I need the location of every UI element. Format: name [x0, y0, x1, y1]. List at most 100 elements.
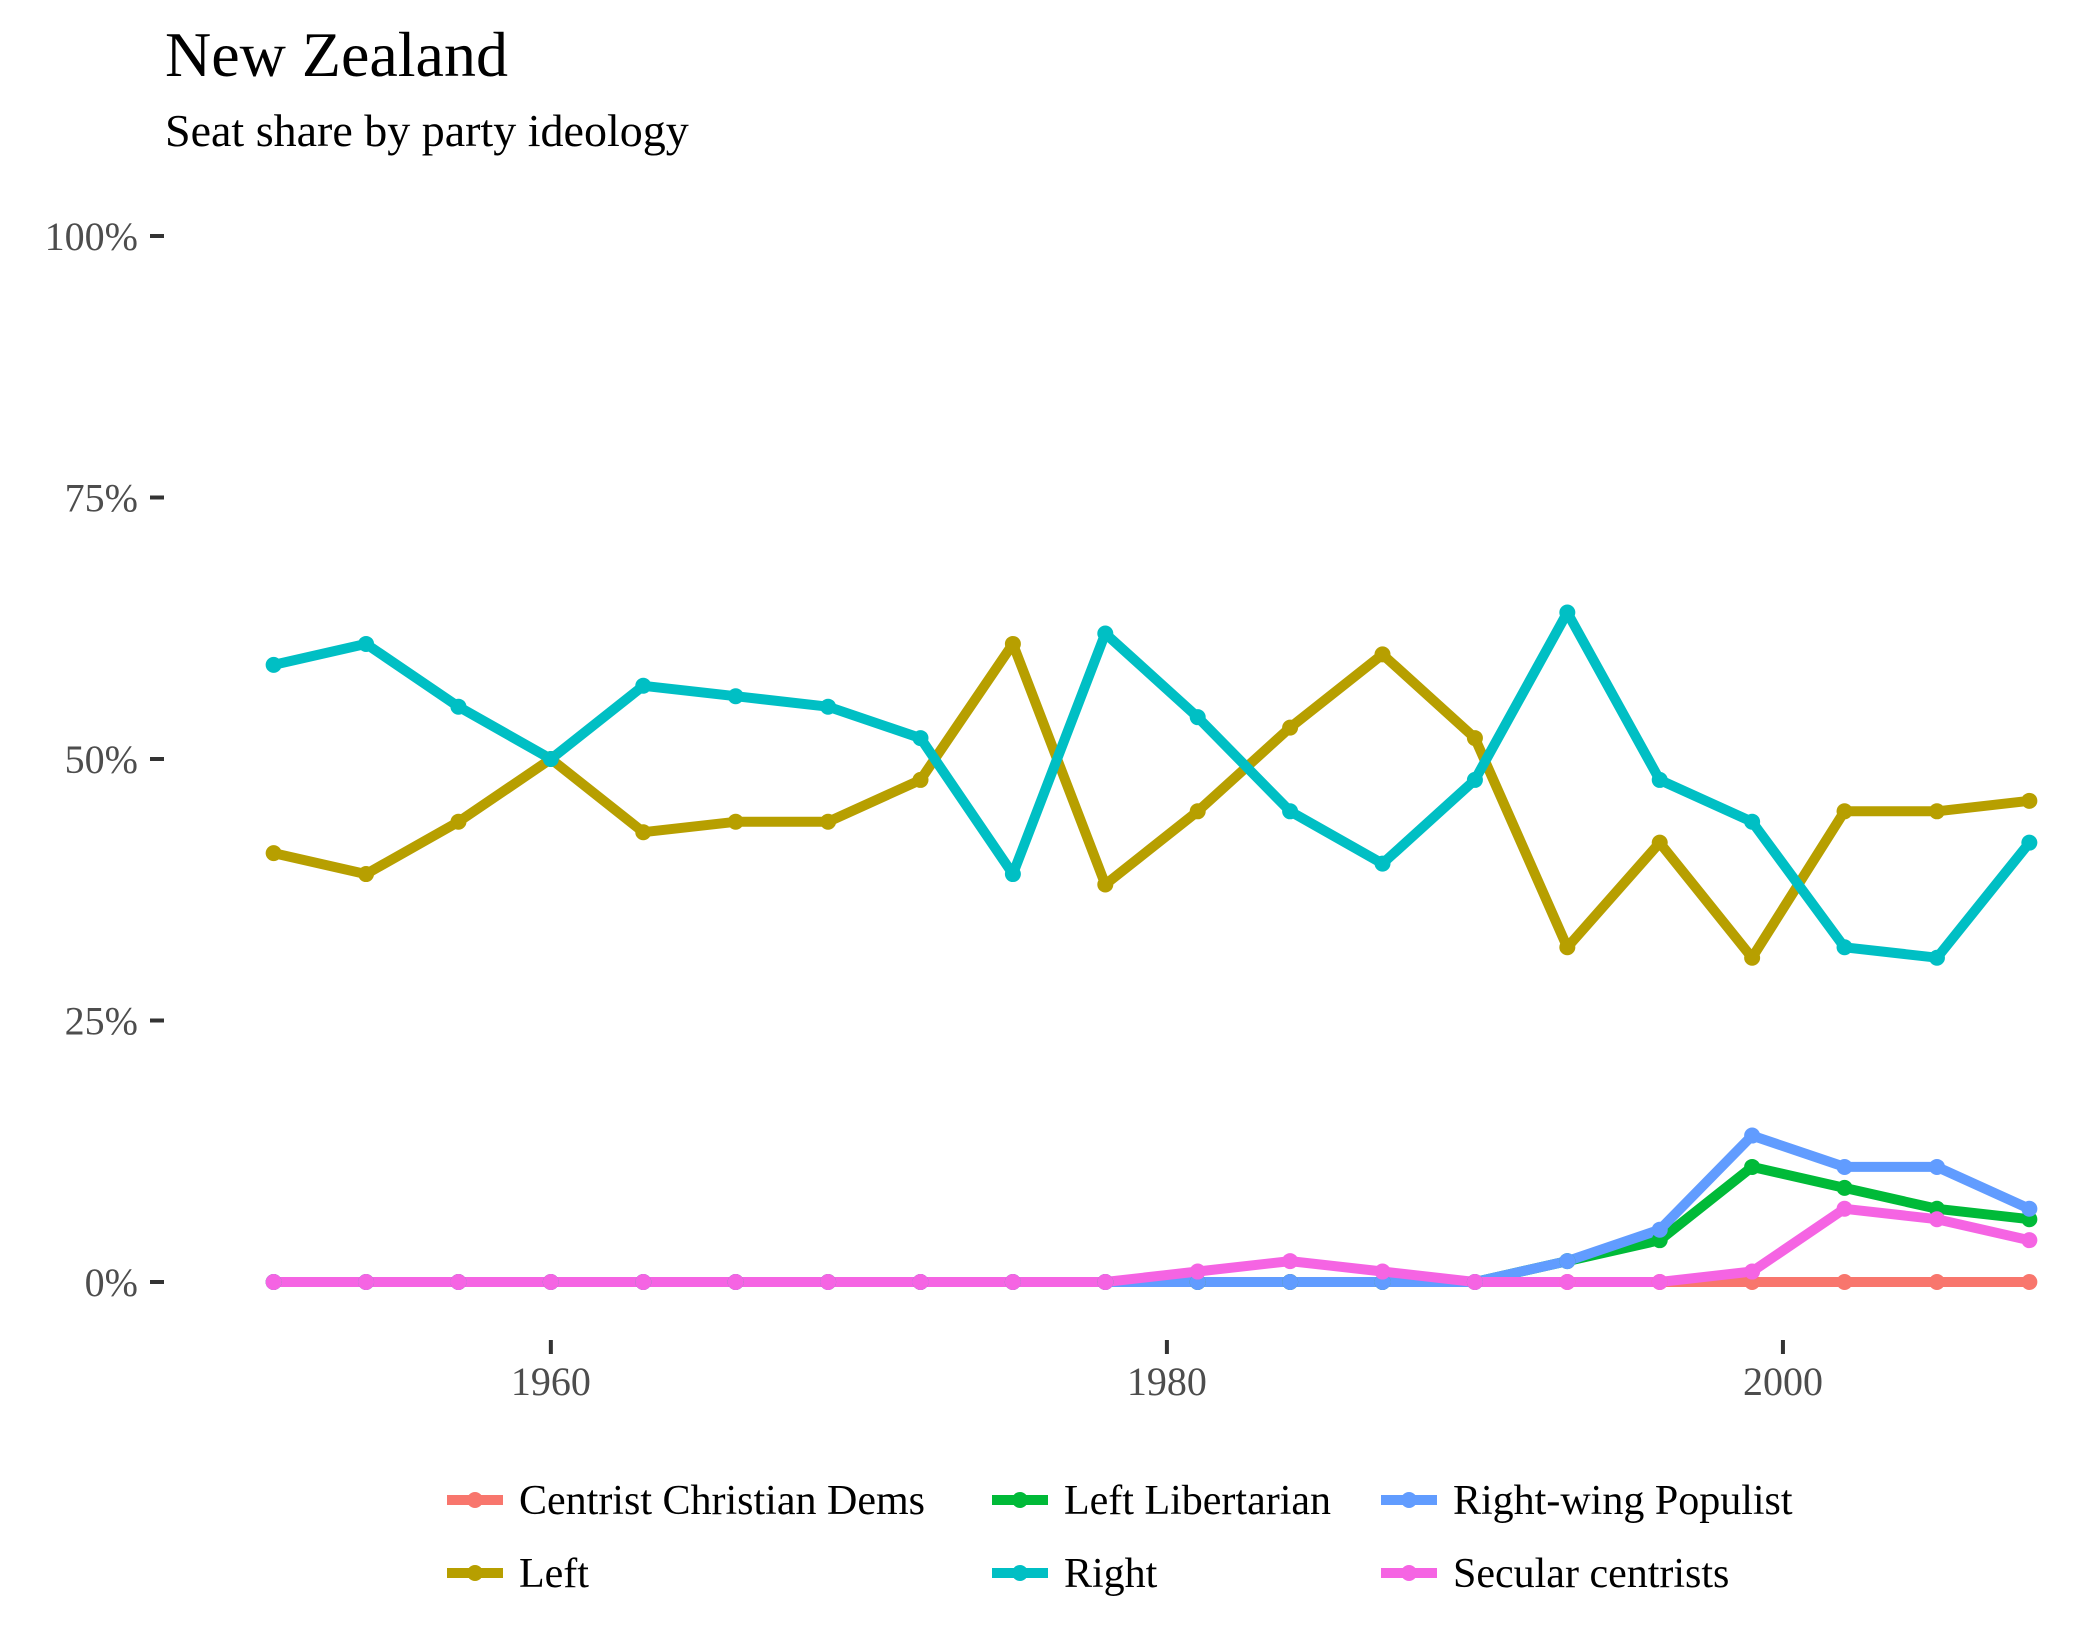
y-tick-label: 0% — [85, 1260, 138, 1305]
y-axis: 0% 25% 50% 75% 100% — [45, 214, 164, 1305]
data-point — [1004, 635, 1021, 652]
data-point — [912, 1274, 929, 1290]
data-point — [1836, 1274, 1853, 1290]
data-point — [1651, 771, 1668, 788]
data-point — [1651, 834, 1668, 851]
legend-item-left: Left — [447, 1551, 589, 1597]
data-point — [727, 688, 744, 705]
data-point — [820, 813, 837, 830]
data-point — [1744, 1158, 1761, 1175]
data-point — [1559, 1274, 1576, 1290]
data-point — [727, 813, 744, 830]
x-tick-label: 1980 — [1127, 1359, 1207, 1404]
legend-label: Left — [519, 1551, 589, 1597]
data-point — [1374, 646, 1391, 663]
data-point — [1836, 803, 1853, 820]
data-point — [542, 751, 559, 767]
legend-item-centrist-christian-dems: Centrist Christian Dems — [447, 1478, 925, 1524]
plot-series-lines — [268, 607, 2035, 1287]
data-point — [1559, 604, 1576, 621]
series-points-secular-centrists — [265, 1200, 2038, 1290]
legend-item-secular-centrists: Secular centrists — [1381, 1551, 1729, 1597]
data-point — [1466, 1274, 1483, 1290]
data-point — [1651, 1221, 1668, 1238]
data-point — [1004, 1274, 1021, 1290]
data-point — [635, 677, 652, 694]
data-point — [635, 1274, 652, 1290]
data-point — [265, 1274, 282, 1290]
data-point — [1559, 939, 1576, 956]
chart-subtitle: Seat share by party ideology — [165, 105, 689, 156]
data-point — [820, 698, 837, 715]
data-point — [265, 845, 282, 862]
legend-item-right: Right — [992, 1551, 1158, 1597]
data-point — [1651, 1274, 1668, 1290]
x-tick-label: 2000 — [1743, 1359, 1823, 1404]
data-point — [820, 1274, 837, 1290]
legend-item-right-wing-populist: Right-wing Populist — [1381, 1478, 1793, 1524]
x-axis: 1960 1980 2000 — [511, 1340, 1823, 1404]
y-tick-label: 75% — [65, 476, 138, 521]
data-point — [1928, 803, 1945, 820]
legend-label: Centrist Christian Dems — [519, 1478, 925, 1524]
series-line-left — [268, 638, 2035, 963]
data-point — [1928, 1211, 1945, 1228]
data-point — [1744, 1263, 1761, 1280]
data-point — [2021, 834, 2038, 851]
data-point — [635, 824, 652, 841]
data-point — [1097, 1274, 1114, 1290]
data-point — [1282, 719, 1299, 736]
legend-label: Left Libertarian — [1064, 1478, 1331, 1524]
plot-series-points — [265, 604, 2038, 1290]
data-point — [1282, 1274, 1299, 1290]
data-point — [450, 813, 467, 830]
legend: Centrist Christian Dems Left Libertarian R… — [447, 1478, 1793, 1597]
legend-key-point — [1401, 1492, 1417, 1508]
data-point — [1836, 1158, 1853, 1175]
data-point — [358, 635, 375, 652]
data-point — [912, 771, 929, 788]
data-point — [2021, 792, 2038, 809]
data-point — [1466, 771, 1483, 788]
data-point — [450, 698, 467, 715]
data-point — [1744, 813, 1761, 830]
legend-key-point — [1401, 1565, 1417, 1581]
data-point — [1374, 1263, 1391, 1280]
y-tick-label: 25% — [65, 999, 138, 1044]
series-points-left-libertarian — [265, 1158, 2038, 1290]
data-point — [1097, 876, 1114, 893]
data-point — [2021, 1274, 2038, 1290]
data-point — [1189, 1263, 1206, 1280]
legend-key-point — [1012, 1565, 1028, 1581]
series-line-right — [268, 607, 2035, 963]
series-line-secular-centrists — [268, 1203, 2035, 1287]
data-point — [727, 1274, 744, 1290]
data-point — [1004, 866, 1021, 883]
data-point — [1466, 730, 1483, 747]
legend-key-point — [467, 1492, 483, 1508]
data-point — [358, 866, 375, 883]
data-point — [542, 1274, 559, 1290]
data-point — [912, 730, 929, 747]
data-point — [1744, 1127, 1761, 1144]
legend-key-point — [1012, 1492, 1028, 1508]
data-point — [1282, 803, 1299, 820]
series-points-right-wing-populist — [265, 1127, 2038, 1290]
series-points-right — [265, 604, 2038, 966]
series-points-left — [265, 635, 2038, 966]
legend-key-point — [467, 1565, 483, 1581]
chart-title: New Zealand — [165, 19, 508, 90]
data-point — [1928, 1158, 1945, 1175]
data-point — [2021, 1200, 2038, 1217]
data-point — [265, 656, 282, 673]
legend-label: Right-wing Populist — [1453, 1478, 1793, 1524]
legend-label: Right — [1064, 1551, 1158, 1597]
data-point — [1836, 939, 1853, 956]
data-point — [1189, 709, 1206, 726]
x-tick-label: 1960 — [511, 1359, 591, 1404]
data-point — [2021, 1232, 2038, 1249]
data-point — [358, 1274, 375, 1290]
y-tick-label: 50% — [65, 737, 138, 782]
data-point — [450, 1274, 467, 1290]
